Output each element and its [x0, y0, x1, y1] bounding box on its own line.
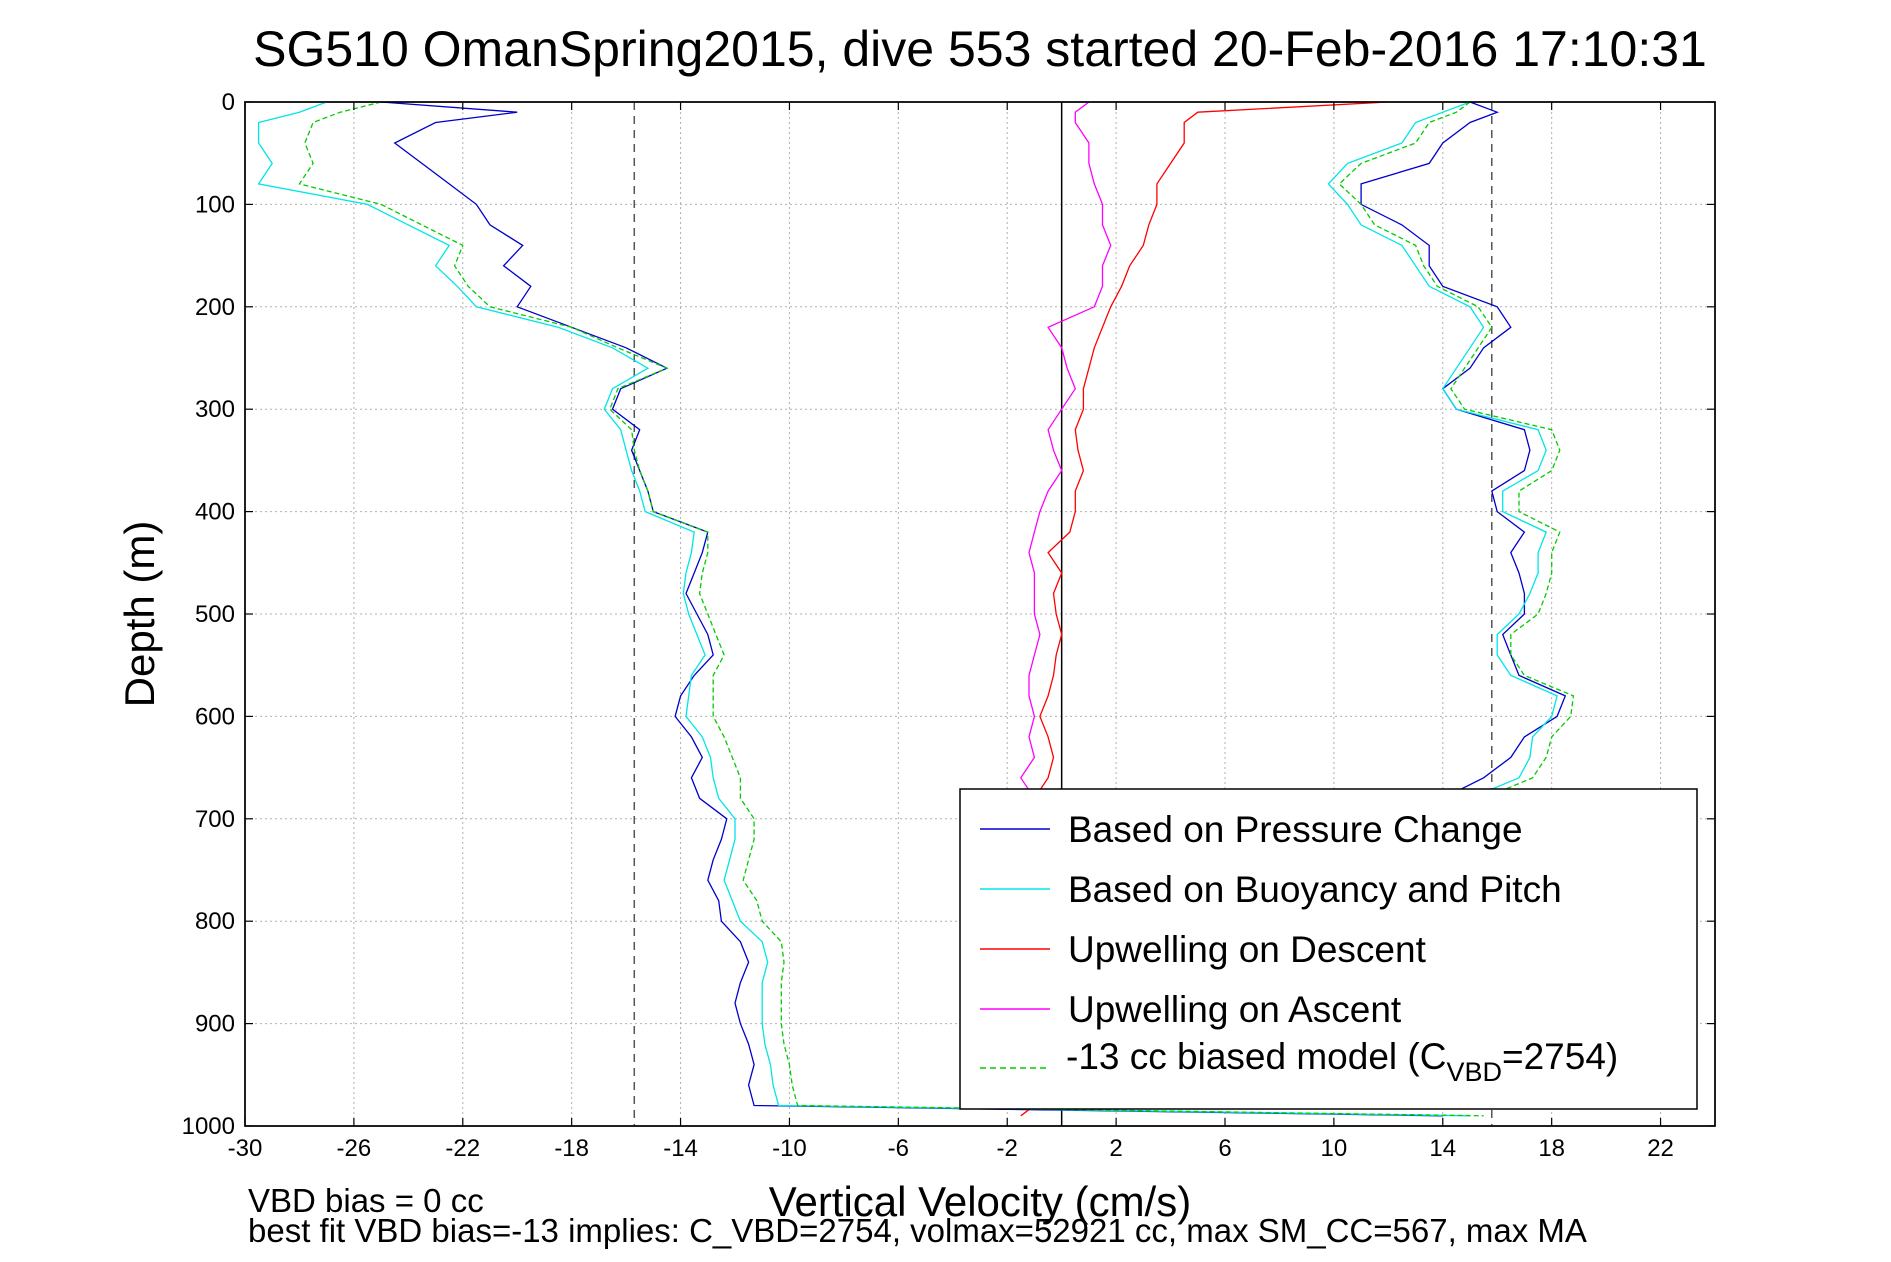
- legend-label-model-sub: VBD: [1446, 1057, 1502, 1087]
- series-line-4: [298, 101, 1484, 1117]
- x-axis-label: Vertical Velocity (cm/s): [769, 1178, 1191, 1225]
- legend-label-model-suffix: =2754): [1502, 1036, 1618, 1077]
- y-tick-label: 300: [195, 396, 235, 423]
- series-line-4: [1338, 101, 1575, 820]
- series-line-3: [1020, 101, 1112, 819]
- y-tick-label: 700: [195, 806, 235, 833]
- x-tick-label: 2: [1109, 1135, 1122, 1162]
- y-tick-label: 500: [195, 601, 235, 628]
- y-tick-label: 400: [195, 499, 235, 526]
- series-group: [257, 101, 1575, 1117]
- series-line-0: [381, 101, 1443, 1117]
- x-tick-label: 22: [1647, 1135, 1674, 1162]
- y-tick-label: 0: [222, 89, 235, 116]
- legend: Based on Pressure Change Based on Buoyan…: [959, 788, 1698, 1110]
- x-tick-label: 18: [1538, 1135, 1565, 1162]
- best-fit-note: best fit VBD bias=-13 implies: C_VBD=275…: [248, 1212, 1587, 1249]
- legend-label-pressure: Based on Pressure Change: [1068, 809, 1523, 850]
- x-tick-label: -30: [228, 1135, 263, 1162]
- x-tick-label: 10: [1321, 1135, 1348, 1162]
- y-axis-label: Depth (m): [116, 521, 163, 708]
- legend-label-model-main: -13 cc biased model (C: [1066, 1036, 1446, 1077]
- legend-label-ascent: Upwelling on Ascent: [1068, 989, 1402, 1030]
- x-tick-label: -14: [663, 1135, 698, 1162]
- y-tick-label: 1000: [182, 1113, 235, 1140]
- legend-label-model: -13 cc biased model (CVBD=2754): [1066, 1036, 1618, 1087]
- y-tick-label: 600: [195, 703, 235, 730]
- chart-title: SG510 OmanSpring2015, dive 553 started 2…: [253, 21, 1707, 77]
- legend-box: [959, 788, 1698, 1110]
- vbd-bias-note: VBD bias = 0 cc: [248, 1182, 484, 1219]
- y-tick-label: 900: [195, 1011, 235, 1038]
- x-tick-label: -2: [997, 1135, 1018, 1162]
- x-tick-label: 14: [1429, 1135, 1456, 1162]
- y-tick-label: 100: [195, 191, 235, 218]
- x-tick-label: -18: [554, 1135, 589, 1162]
- legend-label-descent: Upwelling on Descent: [1068, 929, 1427, 970]
- y-tick-label: 800: [195, 908, 235, 935]
- x-tick-label: -26: [337, 1135, 372, 1162]
- y-tick-label: 200: [195, 294, 235, 321]
- legend-label-buoyancy: Based on Buoyancy and Pitch: [1068, 869, 1562, 910]
- x-tick-label: -6: [888, 1135, 909, 1162]
- x-tick-label: -22: [445, 1135, 480, 1162]
- x-tick-label: -10: [772, 1135, 807, 1162]
- x-tick-label: 6: [1218, 1135, 1231, 1162]
- plot-frame: [244, 101, 1716, 1127]
- x-axis-ticks: -30 -26 -22 -18 -14 -10 -6 -2 2 6 10 14 18 22: [228, 102, 1674, 1162]
- series-line-1: [1327, 101, 1558, 820]
- series-line-1: [257, 101, 1471, 1117]
